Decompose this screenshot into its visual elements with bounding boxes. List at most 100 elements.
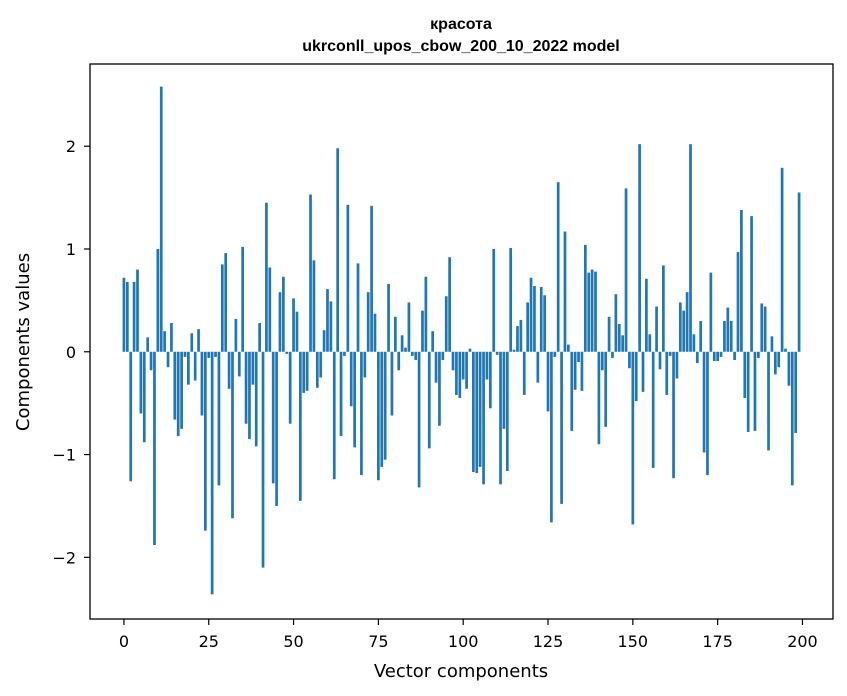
bar [265, 202, 268, 352]
bar [753, 351, 757, 431]
bar [241, 246, 245, 352]
x-tick-label: 175 [702, 632, 733, 651]
x-tick-label: 50 [283, 632, 303, 651]
bar [763, 306, 767, 352]
bar [176, 351, 180, 437]
chart-title: красота [430, 16, 492, 33]
bar [295, 311, 299, 352]
bar [326, 289, 329, 352]
bar [580, 351, 584, 391]
bar [645, 278, 648, 352]
bar [499, 351, 502, 485]
bar [760, 303, 764, 352]
bar [485, 351, 489, 380]
bar [662, 265, 665, 352]
y-tick-label: −1 [52, 446, 76, 465]
bar [258, 323, 261, 352]
bar [726, 307, 730, 352]
bar [787, 351, 791, 386]
bar [594, 271, 597, 352]
x-tick-label: 125 [533, 632, 564, 651]
bar [305, 351, 309, 391]
y-tick-label: 2 [66, 137, 76, 156]
bar [648, 334, 652, 352]
bar [723, 320, 726, 352]
bar [217, 351, 221, 486]
bar [220, 264, 224, 352]
bar [475, 351, 479, 474]
bar [451, 351, 455, 371]
bar [692, 334, 696, 352]
bar [275, 351, 278, 506]
bar [621, 335, 625, 352]
x-tick-label: 25 [199, 632, 219, 651]
bar [163, 331, 166, 352]
bar [522, 351, 526, 395]
bar [529, 277, 533, 352]
bar [339, 351, 343, 437]
bar [285, 351, 289, 354]
x-tick-label: 0 [119, 632, 129, 651]
bar [563, 231, 567, 352]
bar [193, 351, 197, 381]
bar [122, 277, 126, 352]
y-tick-label: −2 [52, 548, 76, 567]
bar [784, 348, 787, 352]
bar [624, 188, 628, 352]
bar [441, 351, 445, 360]
bar [312, 260, 316, 352]
bar [282, 276, 285, 352]
bar [797, 192, 801, 352]
bar [292, 298, 295, 352]
bar [448, 257, 451, 352]
bar [271, 351, 275, 484]
bar [183, 351, 187, 357]
bar [149, 351, 153, 371]
bar [773, 351, 777, 375]
plot-frame [89, 63, 834, 620]
bar [567, 344, 570, 352]
bar [180, 351, 183, 429]
bar [404, 347, 407, 352]
bar [373, 313, 377, 352]
bar [641, 351, 645, 392]
bar [682, 310, 686, 352]
bar [736, 252, 740, 352]
chart-subtitle: ukrconll_upos_cbow_200_10_2022 model [302, 38, 619, 55]
bar [397, 351, 401, 371]
bar [777, 351, 781, 368]
bar [543, 295, 546, 352]
x-tick-label: 75 [368, 632, 388, 651]
bar [733, 351, 736, 360]
bar [170, 323, 173, 352]
bar [227, 351, 231, 389]
bar [495, 351, 499, 355]
bar [353, 351, 356, 448]
bar [309, 194, 312, 352]
bar [556, 182, 560, 352]
x-tick-label: 150 [618, 632, 649, 651]
bar [203, 351, 207, 531]
bar [370, 205, 373, 352]
axis-ticks: 0 25 50 75 100 125 150 175 200 −2 −1 0 1 2 [52, 137, 817, 651]
bar [689, 144, 692, 352]
bar [390, 351, 394, 416]
bar [502, 351, 506, 429]
bar [604, 351, 608, 427]
bar [332, 351, 336, 480]
bar [224, 253, 228, 352]
bar [790, 351, 794, 486]
bar [757, 351, 760, 358]
bar [729, 320, 733, 352]
bar [611, 351, 614, 358]
bar [421, 310, 424, 352]
bar [187, 351, 190, 385]
bar [550, 351, 553, 523]
y-tick-label: 0 [66, 343, 76, 362]
bar [346, 204, 350, 352]
bar [672, 351, 675, 479]
bar [638, 144, 641, 352]
bar [706, 351, 709, 476]
bar [268, 267, 272, 352]
bar [410, 351, 414, 356]
